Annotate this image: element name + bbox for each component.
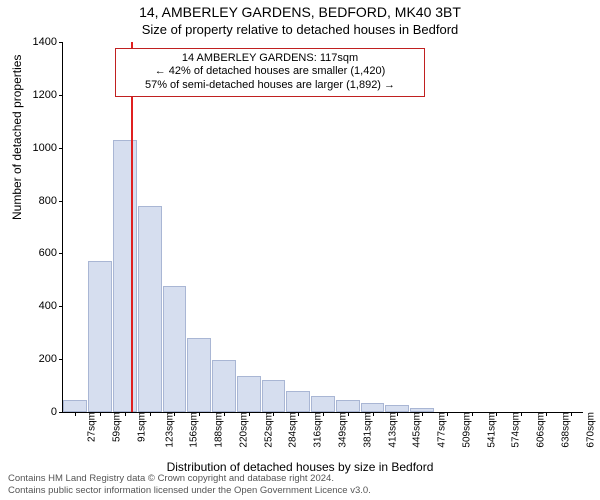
x-tick-label: 509sqm	[457, 412, 472, 448]
x-tick-label: 445sqm	[408, 412, 423, 448]
annotation-line: ← 42% of detached houses are smaller (1,…	[122, 65, 418, 79]
x-tick-label: 477sqm	[432, 412, 447, 448]
histogram-bar	[286, 391, 310, 412]
y-axis-label: Number of detached properties	[10, 55, 24, 220]
x-tick-mark	[546, 412, 547, 416]
x-tick-mark	[447, 412, 448, 416]
x-tick-mark	[273, 412, 274, 416]
x-tick-label: 574sqm	[507, 412, 522, 448]
x-tick-label: 349sqm	[333, 412, 348, 448]
histogram-bar	[336, 400, 360, 412]
x-tick-label: 188sqm	[209, 412, 224, 448]
y-tick-label: 400	[39, 300, 63, 312]
x-tick-mark	[298, 412, 299, 416]
x-tick-mark	[249, 412, 250, 416]
y-tick-label: 1400	[33, 36, 63, 48]
x-tick-label: 638sqm	[556, 412, 571, 448]
histogram-bar	[237, 376, 261, 412]
y-tick-label: 1000	[33, 142, 63, 154]
x-tick-label: 413sqm	[383, 412, 398, 448]
x-tick-label: 220sqm	[234, 412, 249, 448]
x-tick-mark	[373, 412, 374, 416]
x-tick-mark	[323, 412, 324, 416]
histogram-bar	[113, 140, 137, 412]
x-tick-label: 316sqm	[309, 412, 324, 448]
x-tick-label: 284sqm	[284, 412, 299, 448]
x-tick-mark	[125, 412, 126, 416]
y-tick-label: 0	[51, 406, 63, 418]
x-tick-label: 252sqm	[259, 412, 274, 448]
x-tick-mark	[521, 412, 522, 416]
y-tick-label: 200	[39, 353, 63, 365]
histogram-bar	[212, 360, 236, 412]
y-tick-label: 600	[39, 247, 63, 259]
x-tick-label: 670sqm	[581, 412, 596, 448]
x-tick-mark	[199, 412, 200, 416]
histogram-bar	[385, 405, 409, 412]
chart-plot-area: 020040060080010001200140027sqm59sqm91sqm…	[62, 42, 583, 413]
histogram-bar	[138, 206, 162, 412]
x-axis-label: Distribution of detached houses by size …	[0, 460, 600, 474]
x-tick-mark	[422, 412, 423, 416]
page-subtitle: Size of property relative to detached ho…	[0, 22, 600, 37]
page-title: 14, AMBERLEY GARDENS, BEDFORD, MK40 3BT	[0, 4, 600, 20]
x-tick-mark	[496, 412, 497, 416]
histogram-bar	[187, 338, 211, 412]
x-tick-mark	[224, 412, 225, 416]
histogram-bar	[63, 400, 87, 412]
footer-line-1: Contains HM Land Registry data © Crown c…	[8, 473, 371, 484]
x-tick-label: 59sqm	[108, 412, 123, 442]
x-tick-label: 606sqm	[531, 412, 546, 448]
annotation-box: 14 AMBERLEY GARDENS: 117sqm← 42% of deta…	[115, 48, 425, 97]
annotation-line: 14 AMBERLEY GARDENS: 117sqm	[122, 52, 418, 66]
x-tick-mark	[472, 412, 473, 416]
histogram-bar	[311, 396, 335, 412]
histogram-bar	[361, 403, 385, 412]
x-tick-label: 381sqm	[358, 412, 373, 448]
page-root: 14, AMBERLEY GARDENS, BEDFORD, MK40 3BT …	[0, 0, 600, 500]
histogram-bar	[88, 261, 112, 412]
y-tick-label: 800	[39, 195, 63, 207]
reference-line	[131, 42, 133, 412]
x-tick-mark	[397, 412, 398, 416]
x-tick-label: 156sqm	[185, 412, 200, 448]
histogram-bar	[163, 286, 187, 412]
x-tick-label: 123sqm	[160, 412, 175, 448]
annotation-line: 57% of semi-detached houses are larger (…	[122, 79, 418, 93]
x-tick-mark	[348, 412, 349, 416]
footer-attribution: Contains HM Land Registry data © Crown c…	[8, 473, 371, 496]
x-tick-mark	[100, 412, 101, 416]
x-tick-mark	[150, 412, 151, 416]
x-tick-mark	[571, 412, 572, 416]
x-tick-mark	[75, 412, 76, 416]
x-tick-label: 27sqm	[83, 412, 98, 442]
x-tick-label: 91sqm	[132, 412, 147, 442]
histogram-bar	[262, 380, 286, 412]
footer-line-2: Contains public sector information licen…	[8, 485, 371, 496]
y-tick-label: 1200	[33, 89, 63, 101]
x-tick-mark	[174, 412, 175, 416]
x-tick-label: 541sqm	[482, 412, 497, 448]
